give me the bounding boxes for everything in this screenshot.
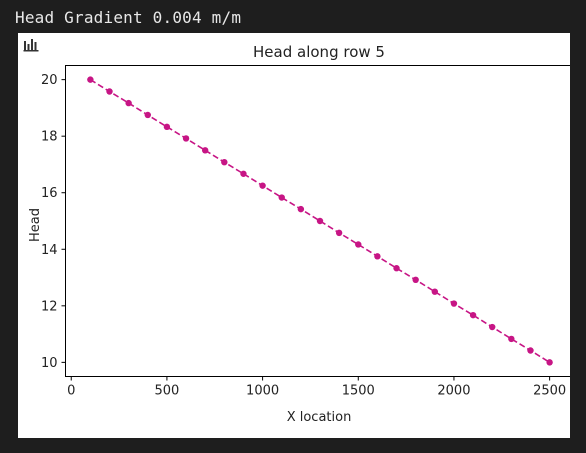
data-point bbox=[221, 158, 228, 166]
data-point bbox=[412, 276, 419, 284]
data-point bbox=[355, 241, 362, 248]
data-point bbox=[87, 76, 94, 83]
data-point bbox=[393, 265, 400, 272]
data-point bbox=[469, 311, 477, 319]
x-tick-label: 2500 bbox=[533, 384, 566, 399]
data-point bbox=[374, 253, 381, 260]
x-tick-label: 2000 bbox=[437, 384, 470, 399]
line-chart: Head along row 5 0 500 1000 1500 2000 2500 10 1… bbox=[28, 43, 570, 425]
y-tick-label: 16 bbox=[41, 186, 58, 201]
data-point bbox=[297, 205, 305, 213]
data-point bbox=[489, 323, 496, 331]
chart-title: Head along row 5 bbox=[253, 43, 385, 61]
y-tick-label: 10 bbox=[41, 356, 58, 371]
y-tick-label: 18 bbox=[41, 130, 58, 145]
x-tick-label: 1000 bbox=[246, 384, 279, 399]
data-point bbox=[316, 217, 324, 225]
x-tick-label: 500 bbox=[155, 384, 180, 399]
data-point bbox=[182, 135, 190, 142]
data-point bbox=[201, 147, 209, 154]
data-point bbox=[527, 347, 534, 354]
y-tick-label: 14 bbox=[41, 243, 58, 258]
bar-chart-icon[interactable] bbox=[23, 38, 39, 52]
data-point bbox=[450, 300, 458, 307]
data-point bbox=[335, 229, 343, 237]
data-point bbox=[240, 170, 247, 177]
data-point bbox=[431, 288, 439, 295]
y-tick-label: 20 bbox=[41, 73, 58, 88]
data-point bbox=[125, 99, 132, 107]
data-point bbox=[144, 111, 151, 119]
data-point bbox=[546, 359, 553, 366]
y-tick-label: 12 bbox=[41, 299, 58, 314]
data-point bbox=[259, 182, 266, 189]
plot-frame bbox=[65, 65, 570, 377]
x-axis-label: X location bbox=[287, 410, 352, 425]
data-point bbox=[508, 335, 515, 343]
figure-panel: Head along row 5 0 500 1000 1500 2000 2500 10 1… bbox=[18, 33, 570, 438]
data-point bbox=[163, 123, 171, 131]
cell-output-text: Head Gradient 0.004 m/m bbox=[15, 8, 242, 27]
y-axis-label: Head bbox=[28, 208, 43, 242]
data-point bbox=[106, 88, 113, 95]
x-tick-label: 0 bbox=[67, 384, 75, 399]
data-point bbox=[278, 194, 285, 201]
x-tick-label: 1500 bbox=[342, 384, 375, 399]
